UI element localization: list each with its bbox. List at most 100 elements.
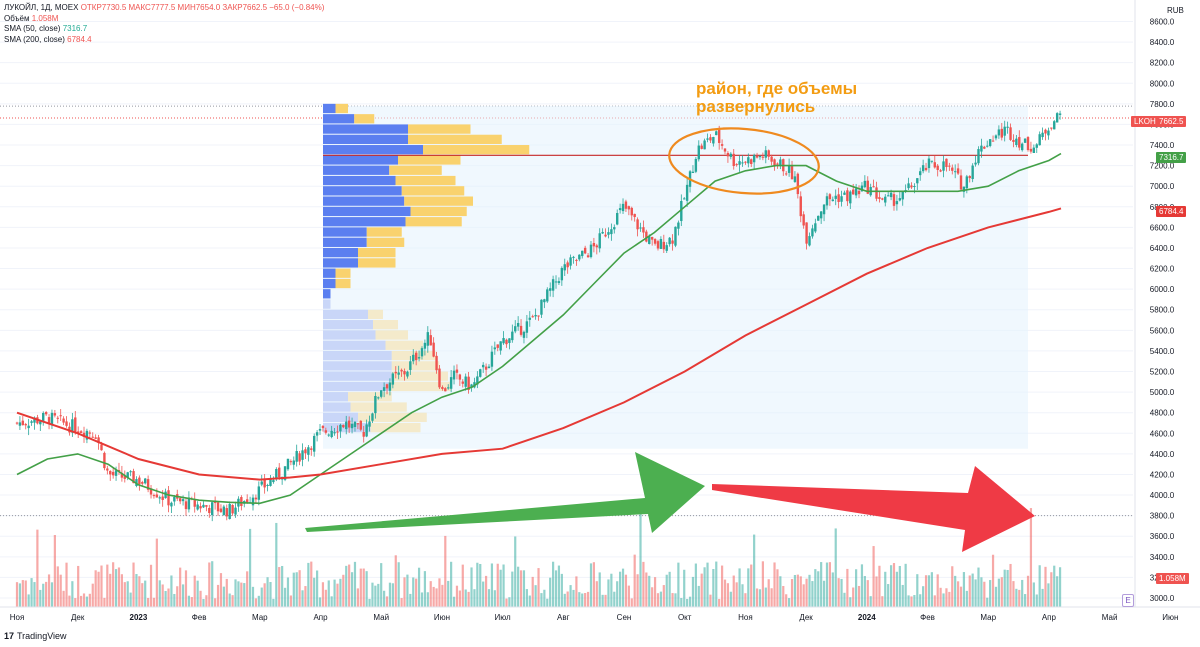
last-price-tag: 7662.5: [1156, 116, 1187, 127]
candle-body: [881, 198, 884, 200]
volume-bar: [633, 554, 636, 607]
volume-bar: [522, 570, 526, 607]
candle-body: [423, 342, 427, 349]
currency-label[interactable]: RUB: [1167, 6, 1184, 15]
legend-sma50-label: SMA (50, close): [4, 24, 61, 33]
candle-body: [770, 156, 773, 162]
volume-bar: [735, 582, 738, 607]
profile-up-bar: [323, 340, 386, 350]
volume-bar: [141, 583, 144, 607]
candle-body: [680, 200, 683, 222]
y-tick-label: 4000.0: [1150, 491, 1175, 500]
candle-body: [167, 490, 170, 506]
volume-bar: [269, 581, 272, 607]
volume-bar: [318, 597, 322, 607]
candle-body: [123, 476, 127, 479]
candle-body: [365, 424, 368, 437]
volume-bar: [642, 561, 645, 607]
candle-body: [1015, 138, 1018, 146]
candle-body: [33, 417, 36, 423]
candle-body: [178, 498, 182, 502]
volume-bar: [773, 562, 776, 607]
volume-bar: [959, 586, 963, 607]
candle-body: [828, 194, 832, 200]
profile-up-bar: [323, 381, 390, 392]
candle-body: [720, 144, 724, 146]
events-button[interactable]: E: [1122, 594, 1134, 607]
profile-up-bar: [323, 361, 392, 371]
candle-body: [546, 289, 549, 302]
candle-body: [304, 449, 307, 454]
candle-body: [933, 162, 936, 168]
candle-body: [837, 194, 840, 202]
volume-bar: [33, 582, 36, 607]
volume-bar: [677, 562, 680, 607]
volume-bar: [74, 598, 77, 607]
profile-up-bar: [323, 412, 358, 422]
y-tick-label: 8000.0: [1150, 79, 1175, 88]
legend-sma200-row[interactable]: SMA (200, close) 6784.4: [4, 35, 324, 46]
candle-body: [391, 373, 395, 385]
legend-sma50-row[interactable]: SMA (50, close) 7316.7: [4, 24, 324, 35]
candle-body: [278, 467, 281, 478]
volume-bar: [718, 598, 721, 607]
volume-bar: [487, 589, 491, 607]
candle-body: [382, 387, 386, 391]
volume-bar: [132, 562, 135, 607]
volume-bar: [85, 596, 89, 607]
volume-bar: [50, 582, 54, 607]
x-tick-label: Дек: [799, 613, 813, 622]
volume-bar: [266, 577, 269, 607]
volume-bar: [426, 592, 429, 607]
candle-body: [543, 299, 546, 303]
volume-bar: [470, 567, 473, 607]
volume-bar: [653, 577, 657, 607]
volume-bar: [147, 597, 150, 607]
volume-bar: [648, 575, 651, 607]
candle-body: [409, 361, 412, 370]
volume-bar: [723, 579, 727, 607]
profile-down-bar: [366, 227, 402, 237]
candle-body: [907, 183, 910, 189]
volume-bar: [927, 575, 931, 607]
legend-volume-row[interactable]: Объём 1.058M: [4, 14, 324, 25]
candle-body: [735, 164, 738, 166]
volume-bar: [452, 596, 456, 607]
volume-bar: [77, 565, 80, 607]
candle-body: [712, 136, 715, 144]
volume-bar: [455, 585, 459, 607]
ticker-name: LKOH: [1134, 117, 1156, 126]
volume-bar: [24, 580, 27, 607]
volume-bar: [531, 576, 534, 607]
volume-bar: [310, 561, 313, 607]
volume-bar: [15, 582, 19, 607]
candle-body: [884, 196, 887, 203]
volume-bar: [971, 573, 974, 607]
candle-body: [683, 198, 686, 200]
candle-body: [91, 436, 94, 438]
candle-body: [155, 494, 159, 498]
volume-bar: [304, 586, 307, 607]
candle-body: [30, 421, 33, 423]
profile-up-bar: [323, 392, 348, 402]
candle-body: [50, 412, 54, 426]
candle-body: [380, 390, 383, 397]
candle-body: [432, 342, 435, 357]
candle-body: [586, 255, 590, 258]
y-tick-label: 6600.0: [1150, 223, 1175, 232]
x-tick-label: Апр: [313, 613, 328, 622]
volume-bar: [403, 577, 406, 607]
candle-body: [799, 196, 802, 217]
volume-bar: [412, 577, 415, 607]
candle-body: [980, 145, 983, 152]
volume-bar: [30, 578, 33, 607]
candle-body: [639, 227, 642, 229]
volume-bar: [779, 576, 782, 607]
profile-up-bar: [323, 268, 336, 278]
volume-bar: [260, 587, 263, 607]
volume-bar: [275, 522, 278, 607]
candle-body: [548, 288, 552, 291]
tradingview-logo[interactable]: 17 TradingView: [4, 631, 67, 641]
volume-bar: [339, 578, 342, 607]
